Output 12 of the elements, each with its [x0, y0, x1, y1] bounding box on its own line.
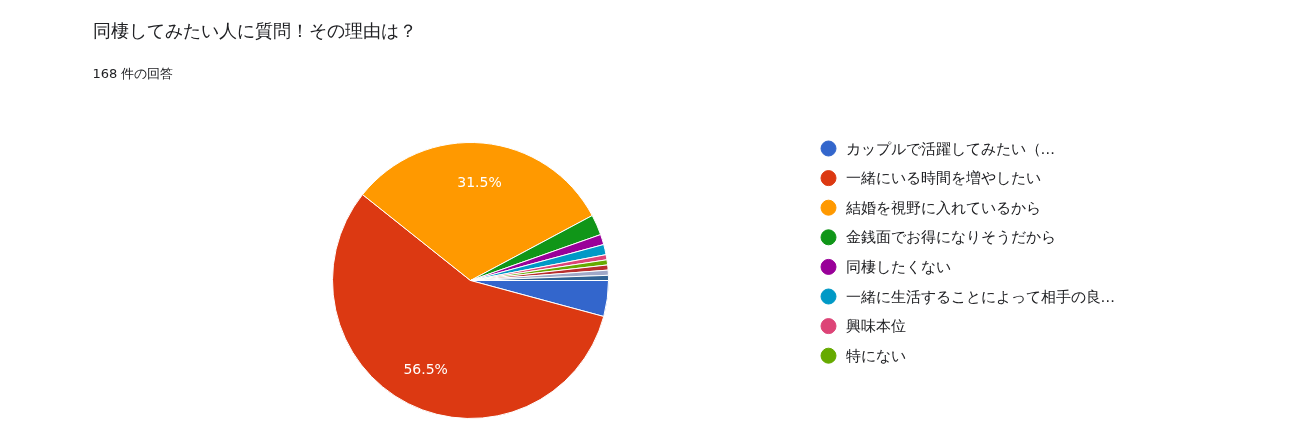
legend-label: 金銭面でお得になりそうだから	[845, 229, 1056, 246]
data-label: 31.5%	[457, 173, 502, 190]
legend-label: 結婚を視野に入れているから	[844, 199, 1041, 216]
legend-label: カップルで活躍してみたい（…	[845, 140, 1055, 157]
data-label: 56.5%	[403, 361, 448, 378]
legend-label: 同棲したくない	[845, 258, 951, 275]
legend-label: 一緒に生活することによって相手の良…	[845, 288, 1115, 305]
legend-label: 特にない	[845, 347, 906, 364]
text: 168 件の回答	[92, 66, 174, 81]
legend-label: 一緒にいる時間を増やしたい	[845, 170, 1041, 187]
legend-label: 興味本位	[845, 318, 906, 335]
chart-title: 同棲してみたい人に質問！その理由は？	[92, 20, 417, 41]
